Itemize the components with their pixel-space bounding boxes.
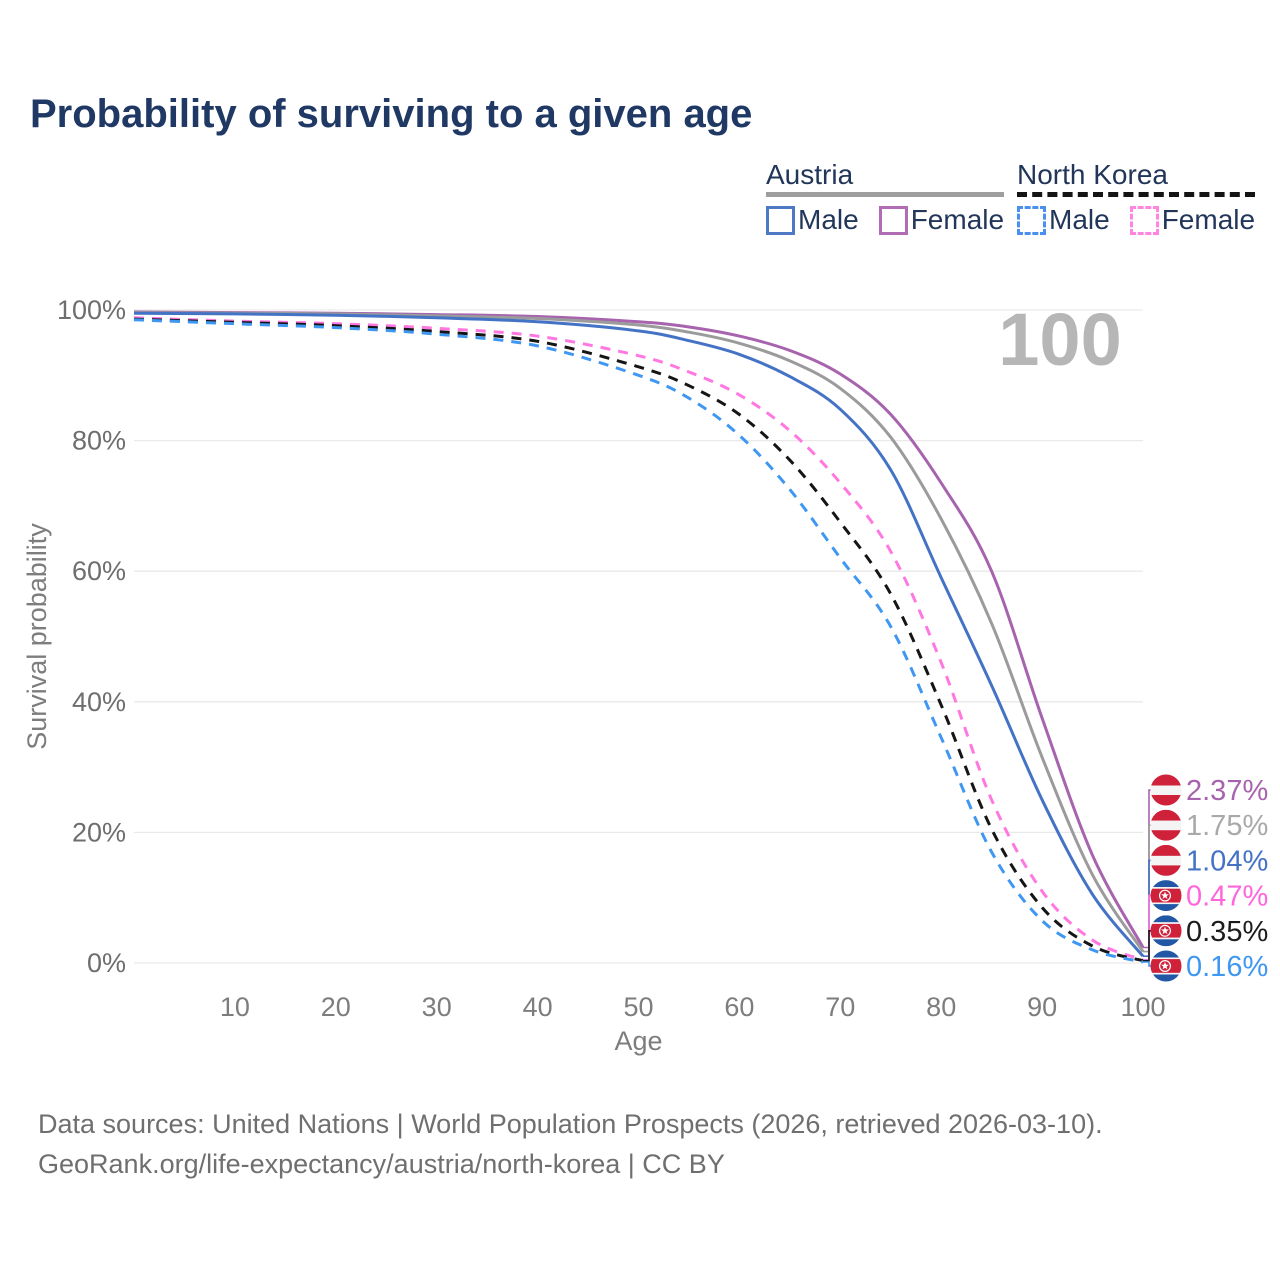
x-axis-tick-label: 60 xyxy=(724,992,754,1022)
legend-north-korea-linestyle-sample xyxy=(1017,192,1256,197)
curve-north-korea-male xyxy=(133,318,1144,964)
legend-item-austria-male[interactable]: Male xyxy=(766,204,859,236)
x-axis-tick-label: 70 xyxy=(825,992,855,1022)
north-korea-flag-icon xyxy=(1150,880,1182,912)
north-korea-female-swatch-icon xyxy=(1129,205,1159,235)
austria-male-swatch-icon xyxy=(766,205,795,235)
austria-flag-icon xyxy=(1150,774,1182,806)
north-korea-flag-icon xyxy=(1150,950,1182,982)
x-axis-tick-label: 20 xyxy=(321,992,351,1022)
x-axis-tick-label: 90 xyxy=(1027,992,1057,1022)
legend-country-label[interactable]: Austria xyxy=(766,159,854,190)
curve-north-korea-both-sexes xyxy=(133,317,1144,963)
curve-austria-male xyxy=(133,311,1145,958)
end-value-label-north-korea-male: 0.16% xyxy=(1186,951,1268,983)
end-value-label-north-korea-female: 0.47% xyxy=(1186,881,1268,913)
x-axis-title: Age xyxy=(614,1026,662,1056)
end-value-labels: 2.37%1.75%1.04% 0.47%0.35%0.16% xyxy=(1143,774,1268,983)
x-axis-tick-label: 80 xyxy=(926,992,956,1022)
legend-item-north-korea-female[interactable]: Female xyxy=(1129,204,1256,236)
y-axis-tick-label: 0% xyxy=(87,948,126,978)
data-sources-footer: Data sources: United Nations | World Pop… xyxy=(38,1104,1103,1184)
end-value-label-austria-both-sexes: 1.75% xyxy=(1186,810,1268,842)
legend-country-label[interactable]: North Korea xyxy=(1017,159,1168,190)
legend-item-north-korea-male[interactable]: Male xyxy=(1017,204,1110,236)
north-korea-flag-icon xyxy=(1150,915,1182,947)
legend-item-label: Female xyxy=(910,204,1005,235)
y-axis-title: Survival probability xyxy=(22,523,52,750)
x-axis-tick-label: 30 xyxy=(422,992,452,1022)
y-axis-tick-label: 20% xyxy=(72,817,126,847)
legend-austria-linestyle-sample xyxy=(766,192,1005,197)
legend-group-north-korea: North Korea Male Female xyxy=(1017,159,1256,236)
austria-female-swatch-icon xyxy=(878,205,908,235)
gridlines: 0% 20% 40% 60% 80% 100% 10 20 30 40 50 60 70 80 90 100 xyxy=(57,295,1166,1022)
footer-attribution-line[interactable]: GeoRank.org/life-expectancy/austria/nort… xyxy=(38,1149,725,1179)
y-axis-tick-label: 40% xyxy=(72,687,126,717)
y-axis-tick-label: 80% xyxy=(72,426,126,456)
north-korea-male-swatch-icon xyxy=(1017,205,1046,235)
page-title: Probability of surviving to a given age xyxy=(30,92,753,136)
austria-flag-icon xyxy=(1150,809,1182,841)
y-axis-tick-label: 60% xyxy=(72,556,126,586)
legend-group-austria: Austria Male Female xyxy=(766,159,1005,236)
x-axis-tick-label: 40 xyxy=(523,992,553,1022)
legend-item-austria-female[interactable]: Female xyxy=(878,204,1005,236)
y-axis-tick-label: 100% xyxy=(57,295,126,325)
end-value-label-austria-female: 2.37% xyxy=(1186,775,1268,807)
x-axis-tick-label: 10 xyxy=(220,992,250,1022)
legend-item-label: Female xyxy=(1161,204,1256,235)
current-age-watermark: 100 xyxy=(998,298,1121,381)
curve-north-korea-female xyxy=(133,316,1144,962)
end-value-label-north-korea-both-sexes: 0.35% xyxy=(1186,916,1268,948)
x-axis-tick-label: 50 xyxy=(623,992,653,1022)
survival-curves xyxy=(133,310,1145,964)
curve-austria-both-sexes xyxy=(133,311,1145,953)
footer-sources-line: Data sources: United Nations | World Pop… xyxy=(38,1109,1103,1139)
legend-item-label: Male xyxy=(798,204,859,235)
legend-item-label: Male xyxy=(1049,204,1110,235)
end-value-label-austria-male: 1.04% xyxy=(1186,845,1268,877)
x-axis-tick-label: 100 xyxy=(1120,992,1165,1022)
austria-flag-icon xyxy=(1150,844,1182,876)
